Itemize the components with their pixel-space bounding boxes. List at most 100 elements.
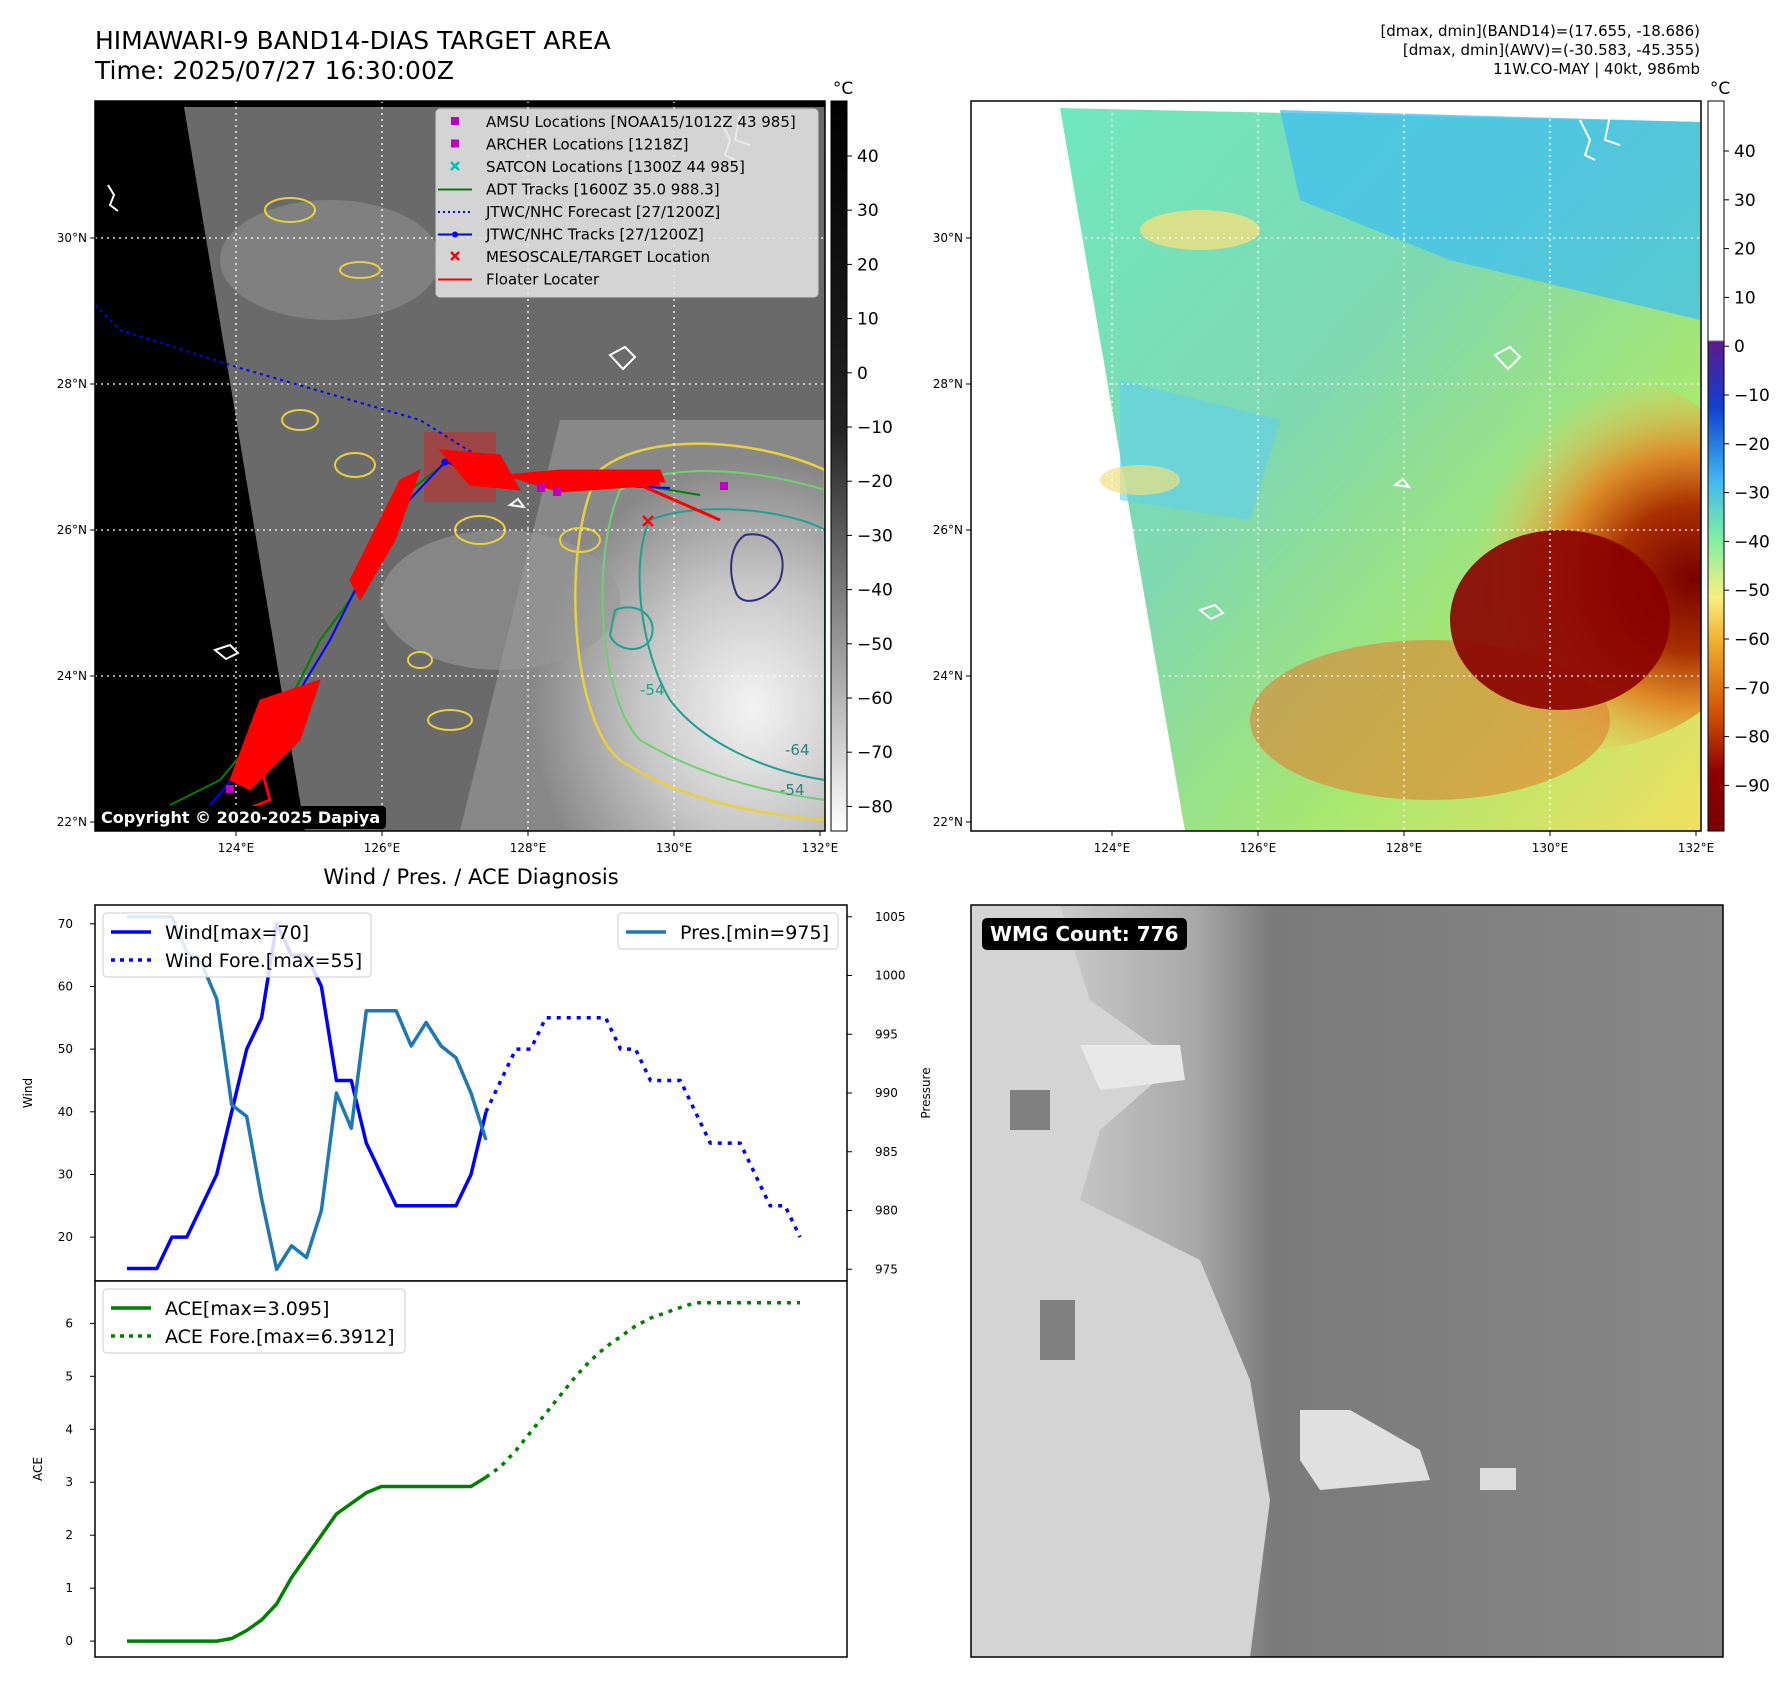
y2-tick-label: 990 xyxy=(875,1086,898,1100)
colorbar-tick-label: −30 xyxy=(1734,484,1770,504)
legend-x-marker xyxy=(450,251,460,261)
legend-label: ARCHER Locations [1218Z] xyxy=(486,136,689,154)
contour-label-1: -54 xyxy=(640,681,665,699)
series-line-aceforemax xyxy=(484,1300,800,1479)
ace-axis-label: ACE xyxy=(31,1457,45,1481)
target-location-marker xyxy=(642,515,654,527)
awv-coastlines xyxy=(1197,114,1621,621)
colorbar-tick-label: −60 xyxy=(857,689,893,709)
pressure-legend-label: Pres.[min=975] xyxy=(680,922,829,944)
y-tick-label: 2 xyxy=(65,1528,73,1542)
storm-cloud-shield xyxy=(460,420,825,831)
amsu-marker xyxy=(226,785,234,793)
y-tick-label: 4 xyxy=(65,1422,73,1436)
info-line-1: [dmax, dmin](BAND14)=(17.655, -18.686) xyxy=(1380,22,1700,40)
legend-item: AMSU Locations [NOAA15/1012Z 43 985] xyxy=(451,113,796,131)
colorbar-tick-label: −70 xyxy=(857,743,893,763)
floater-locater xyxy=(229,449,721,812)
legend-label: JTWC/NHC Forecast [27/1200Z] xyxy=(485,203,720,221)
awv-map-frame xyxy=(970,100,1702,832)
y-tick-label: 0 xyxy=(65,1634,73,1648)
ace-legend: ACE[max=3.095] ACE Fore.[max=6.3912] xyxy=(102,1288,406,1354)
colorbar-tick-label: 0 xyxy=(857,364,868,384)
legend-item: JTWC/NHC Forecast [27/1200Z] xyxy=(438,203,720,221)
legend-label: Floater Locater xyxy=(486,271,600,289)
lat-tick-label: 22°N xyxy=(933,815,963,829)
lon-tick-label: 132°E xyxy=(802,841,839,855)
colorbar-tick-label: −10 xyxy=(857,418,893,438)
colorbar-tick-label: 30 xyxy=(857,201,879,221)
contour-green xyxy=(601,470,825,802)
y-tick-label: 30 xyxy=(58,1167,73,1181)
lon-tick-label: 126°E xyxy=(1240,841,1277,855)
wmg-cloud-blob xyxy=(1300,1410,1430,1490)
colorbar-tick-label: −70 xyxy=(1734,679,1770,699)
legend-x-marker xyxy=(450,161,460,171)
map-legend: AMSU Locations [NOAA15/1012Z 43 985] ARCH… xyxy=(435,108,819,298)
y-tick-label: 5 xyxy=(65,1369,73,1383)
pressure-axis-label: Pressure xyxy=(919,1067,933,1118)
y2-tick-label: 975 xyxy=(875,1262,898,1276)
lat-tick-label: 30°N xyxy=(57,231,87,245)
lon-tick-label: 132°E xyxy=(1678,841,1715,855)
lon-tick-label: 126°E xyxy=(364,841,401,855)
colorbar-tick-label: −40 xyxy=(857,581,893,601)
figure-title: HIMAWARI-9 BAND14-DIAS TARGET AREA Time:… xyxy=(95,26,611,86)
colorbar-tick-label: −80 xyxy=(857,797,893,817)
legend-label: SATCON Locations [1300Z 44 985] xyxy=(486,158,745,176)
lat-tick-label: 26°N xyxy=(933,523,963,537)
colorbar-tick-label: −20 xyxy=(857,472,893,492)
archer-marker xyxy=(553,488,561,496)
y2-tick-label: 1000 xyxy=(875,969,906,983)
y-tick-label: 6 xyxy=(65,1316,73,1330)
y-tick-label: 50 xyxy=(58,1042,73,1056)
contour-navy xyxy=(730,533,784,602)
band14-map-frame xyxy=(94,100,826,832)
colorbar-tick-label: 40 xyxy=(857,147,879,167)
y-tick-label: 70 xyxy=(58,917,73,931)
band14-colorbar: °C 40 30 20 10 0 −10 −20 −30 −40 −50 −60 −70 −80 xyxy=(830,79,893,832)
y-tick-label: 20 xyxy=(58,1230,73,1244)
ace-legend-label: ACE[max=3.095] xyxy=(165,1298,329,1320)
legend-label: MESOSCALE/TARGET Location xyxy=(486,248,710,266)
lat-tick-label: 24°N xyxy=(933,669,963,683)
lon-tick-label: 130°E xyxy=(656,841,693,855)
colorbar-tick-label: −90 xyxy=(1734,776,1770,796)
colorbar-tick-label: 30 xyxy=(1734,191,1756,211)
pressure-legend: Pres.[min=975] xyxy=(617,912,839,950)
legend-item: Floater Locater xyxy=(438,271,600,289)
legend-dot-marker xyxy=(452,231,458,238)
wmg-panel xyxy=(970,904,1724,1658)
colorbar-tick-label: 40 xyxy=(1734,142,1756,162)
awv-colorbar: °C 40 30 20 10 0 −10 −20 −30 −40 −50 −60 −70 −80 −90 xyxy=(1707,79,1770,832)
ace-panel: ACE 6 5 4 3 2 1 0 ACE[max=3.095] ACE Fore.[max… xyxy=(31,1280,848,1658)
band14-axis-ticks: 124°E 126°E 128°E 130°E 132°E 30°N 28°N 26°N 24°… xyxy=(57,231,839,855)
lon-tick-label: 130°E xyxy=(1532,841,1569,855)
colorbar-tick-label: 0 xyxy=(1734,337,1745,357)
storm-info: [dmax, dmin](BAND14)=(17.655, -18.686) [… xyxy=(1380,22,1700,79)
y2-tick-label: 980 xyxy=(875,1204,898,1218)
lat-tick-label: 30°N xyxy=(933,231,963,245)
y2-tick-label: 995 xyxy=(875,1027,898,1041)
legend-label: AMSU Locations [NOAA15/1012Z 43 985] xyxy=(486,113,796,131)
lat-tick-label: 24°N xyxy=(57,669,87,683)
info-line-2: [dmax, dmin](AWV)=(-30.583, -45.355) xyxy=(1402,41,1700,59)
contour-label-2: -64 xyxy=(785,741,810,759)
colorbar-unit-left: °C xyxy=(833,79,853,99)
colorbar-tick-label: −60 xyxy=(1734,630,1770,650)
legend-label: JTWC/NHC Tracks [27/1200Z] xyxy=(485,226,704,244)
lat-tick-label: 26°N xyxy=(57,523,87,537)
y-tick-label: 1 xyxy=(65,1581,73,1595)
colorbar-tick-label: −80 xyxy=(1734,728,1770,748)
awv-axis-ticks: 124°E 126°E 128°E 130°E 132°E 30°N 28°N 26°N 24°… xyxy=(933,231,1715,855)
colorbar-tick-label: −10 xyxy=(1734,386,1770,406)
colorbar-tick-label: −50 xyxy=(1734,581,1770,601)
title-line-2: Time: 2025/07/27 16:30:00Z xyxy=(95,56,454,85)
legend-item: ARCHER Locations [1218Z] xyxy=(451,136,689,154)
legend-square-marker xyxy=(451,139,459,148)
legend-label: ADT Tracks [1600Z 35.0 988.3] xyxy=(486,181,720,199)
legend-square-marker xyxy=(451,117,459,125)
legend-item: ADT Tracks [1600Z 35.0 988.3] xyxy=(438,181,720,199)
series-line-acemax xyxy=(127,1475,487,1643)
